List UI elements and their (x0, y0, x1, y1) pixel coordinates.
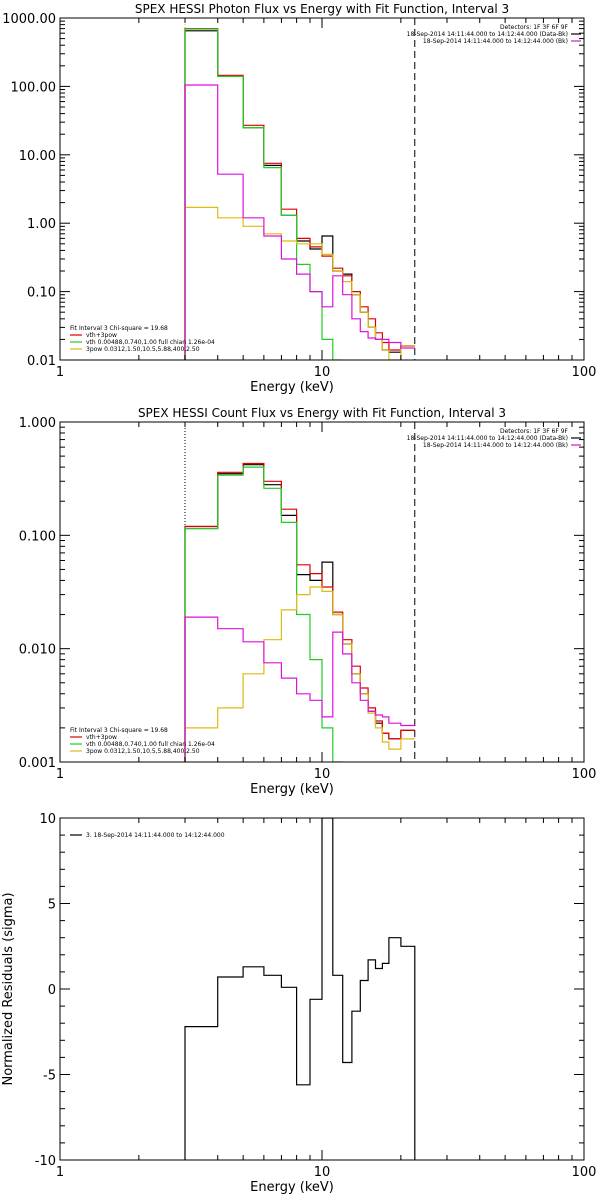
y-tick-label: 10.00 (19, 149, 56, 164)
x-axis-label: Energy (keV) (250, 782, 334, 797)
chart-title: SPEX HESSI Photon Flux vs Energy with Fi… (135, 2, 509, 16)
panel-3: 1 10 100 Energy (keV) -10 -5 0 5 10 Normalized Re… (1, 812, 596, 1195)
y-tick-label: -5 (43, 1069, 56, 1084)
legend-text: 3pow 0.0312,1.50,10.5,5.88,400,2.50 (86, 346, 200, 353)
legend-text: 18-Sep-2014 14:11:44.000 to 14:12:44.000… (423, 38, 568, 45)
legend-text: vth 0.00488,0.740,1.00 full chian 1.26e-… (86, 339, 215, 346)
series-line (184, 206, 415, 360)
series-group (184, 818, 416, 1160)
series-line (184, 28, 343, 360)
x-tick-label: 10 (314, 1165, 331, 1180)
y-tick-label: 10 (39, 812, 56, 827)
x-axis-label: Energy (keV) (250, 1180, 334, 1195)
y-tick-label: 100.00 (11, 80, 57, 95)
legend-text: 3pow 0.0312,1.50,10.5,5.88,400,2.50 (86, 748, 200, 755)
legend-text: 18-Sep-2014 14:11:44.000 to 14:12:44.000… (423, 442, 568, 449)
legend-text: 3. 18-Sep-2014 14:11:44.000 to 14:12:44.… (86, 832, 225, 839)
legend-text: Fit Interval 3 Chi-square = 19.68 (70, 325, 168, 332)
y-tick-label: 1.00 (27, 217, 56, 232)
legend-text: Detectors: 1F 3F 6F 9F (500, 24, 569, 31)
legend-text: Detectors: 1F 3F 6F 9F (500, 428, 569, 435)
x-axis-label: Energy (keV) (250, 380, 334, 395)
panel-2: SPEX HESSI Count Flux vs Energy with Fit… (19, 406, 597, 797)
y-tick-label: 0.010 (19, 643, 56, 658)
y-tick-label: 1.000 (19, 416, 56, 431)
legend-text: vth+3pow (86, 734, 117, 741)
series-line (184, 586, 415, 762)
chart-title: SPEX HESSI Count Flux vs Energy with Fit… (138, 406, 506, 420)
legend-text: vth+3pow (86, 332, 117, 339)
y-tick-label: 0.001 (19, 756, 56, 771)
y-tick-label: 0 (48, 983, 56, 998)
y-tick-label: 0.01 (27, 354, 56, 369)
x-tick-label: 100 (572, 767, 597, 782)
series-group (184, 462, 415, 762)
y-tick-label: 0.100 (19, 529, 56, 544)
legend-text: Fit Interval 3 Chi-square = 19.68 (70, 727, 168, 734)
x-tick-label: 10 (314, 767, 331, 782)
legend-text: vth 0.00488,0.740,1.00 full chian 1.26e-… (86, 741, 215, 748)
series-line (184, 466, 343, 762)
x-tick-label: 10 (314, 365, 331, 380)
panel-1: SPEX HESSI Photon Flux vs Energy with Fi… (2, 2, 596, 395)
legend-text: 18-Sep-2014 14:11:44.000 to 14:12:44.000… (407, 435, 568, 442)
y-tick-label: 5 (48, 898, 56, 913)
x-tick-label: 1 (56, 1165, 64, 1180)
x-tick-label: 1 (56, 767, 64, 782)
series-group (184, 28, 415, 360)
x-tick-label: 1 (56, 365, 64, 380)
x-tick-label: 100 (572, 1165, 597, 1180)
y-axis-label: Normalized Residuals (sigma) (1, 892, 16, 1085)
y-tick-label: 0.10 (27, 286, 56, 301)
series-line (184, 84, 415, 360)
y-tick-label: 1000.00 (2, 12, 56, 27)
y-tick-label: -10 (35, 1154, 56, 1169)
legend-text: 18-Sep-2014 14:11:44.000 to 14:12:44.000… (407, 31, 568, 38)
x-tick-label: 100 (572, 365, 597, 380)
series-line (184, 818, 416, 1160)
series-line (184, 616, 415, 762)
